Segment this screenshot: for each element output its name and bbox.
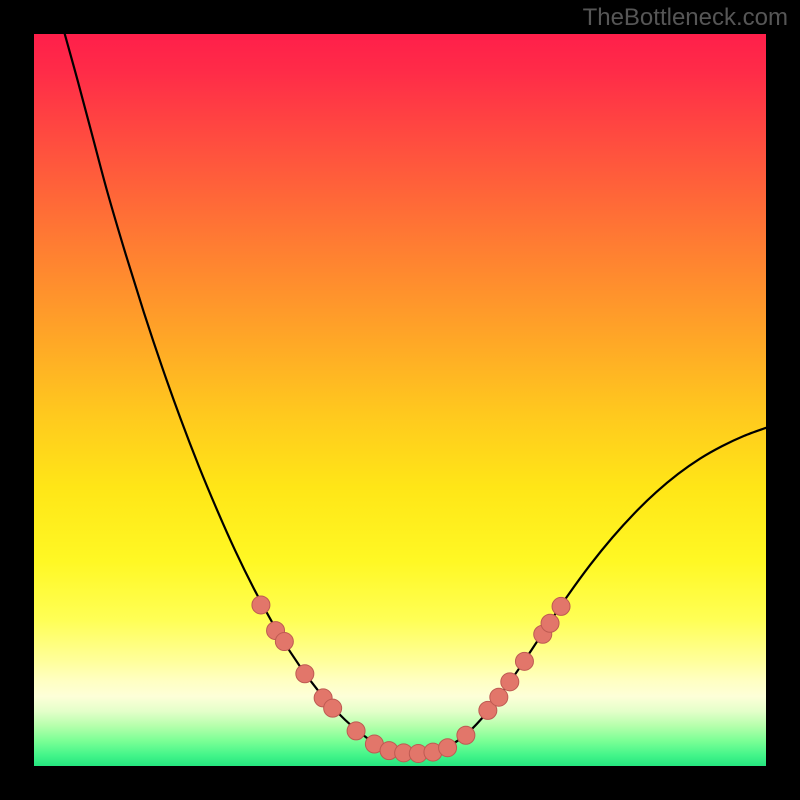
data-marker <box>501 673 519 691</box>
marker-group <box>252 596 570 763</box>
data-marker <box>541 614 559 632</box>
data-marker <box>439 739 457 757</box>
plot-area <box>34 34 766 766</box>
curve-layer <box>34 34 766 766</box>
data-marker <box>490 688 508 706</box>
watermark-text: TheBottleneck.com <box>583 4 788 32</box>
data-marker <box>296 665 314 683</box>
bottleneck-curve <box>65 34 766 754</box>
data-marker <box>275 633 293 651</box>
data-marker <box>552 597 570 615</box>
data-marker <box>347 722 365 740</box>
data-marker <box>252 596 270 614</box>
chart-container: TheBottleneck.com <box>0 0 800 800</box>
data-marker <box>324 699 342 717</box>
data-marker <box>457 726 475 744</box>
data-marker <box>515 652 533 670</box>
